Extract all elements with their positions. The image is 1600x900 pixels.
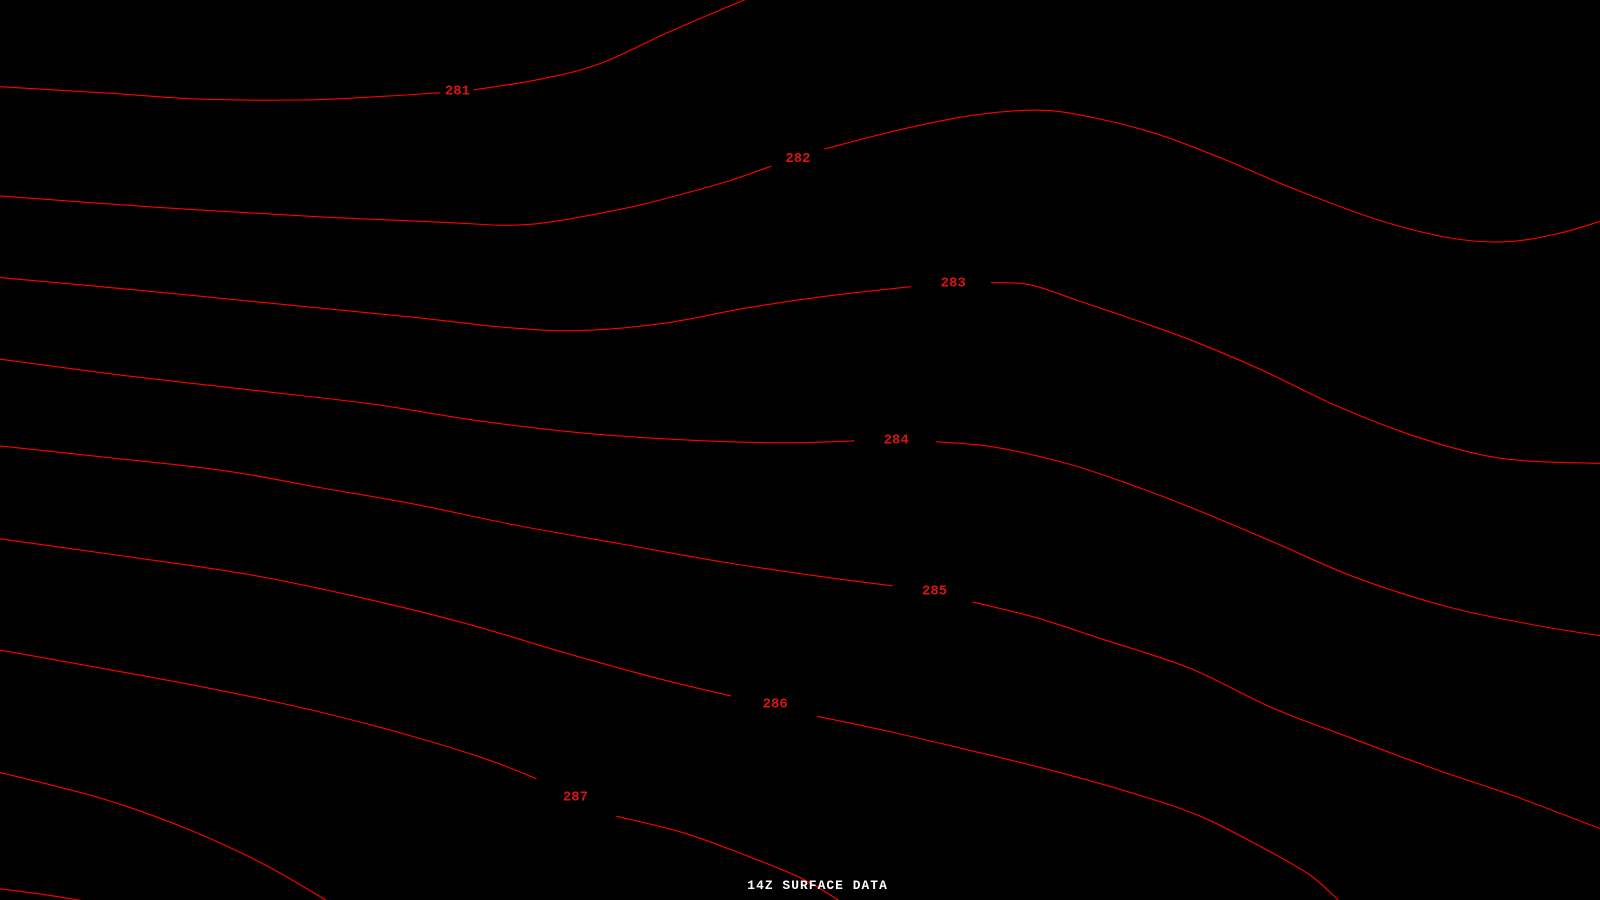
contour-line-285 bbox=[0, 445, 893, 587]
contour-labels-group: 281 282 283 284 285 286 287 bbox=[443, 82, 967, 807]
contour-line-281 bbox=[473, 0, 746, 91]
contour-line-281 bbox=[0, 86, 441, 101]
contour-label-284: 284 bbox=[884, 433, 909, 449]
contour-line-283 bbox=[0, 276, 912, 332]
contour-label-286: 286 bbox=[763, 697, 788, 713]
contour-line-286 bbox=[817, 715, 1339, 900]
contour-label-281: 281 bbox=[445, 84, 470, 100]
contour-line bbox=[0, 888, 83, 900]
contour-line-284 bbox=[0, 358, 855, 444]
contour-line-282 bbox=[0, 165, 772, 226]
contour-line-287 bbox=[616, 815, 840, 900]
map-title: 14Z SURFACE DATA bbox=[747, 878, 888, 893]
contour-line-286 bbox=[0, 538, 732, 697]
contour-line bbox=[0, 771, 327, 900]
contour-line-282 bbox=[824, 109, 1600, 243]
contour-label-283: 283 bbox=[941, 275, 966, 291]
contour-label-282: 282 bbox=[785, 151, 810, 167]
contour-line-283 bbox=[990, 282, 1600, 464]
contour-label-287: 287 bbox=[563, 790, 588, 806]
contour-line-285 bbox=[972, 601, 1600, 830]
contour-label-285: 285 bbox=[922, 584, 947, 600]
contour-line-287 bbox=[0, 649, 537, 780]
contour-line-284 bbox=[936, 441, 1600, 637]
